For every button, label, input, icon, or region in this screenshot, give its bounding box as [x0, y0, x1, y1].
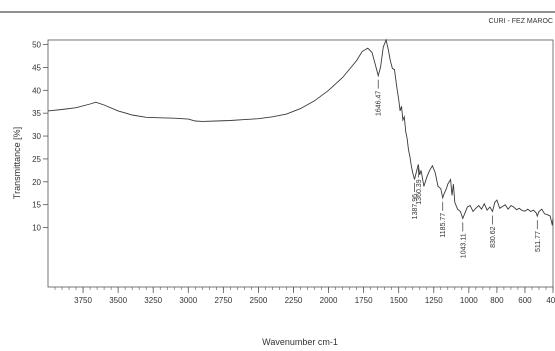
x-tick-label: 1750: [355, 296, 373, 305]
peak-label: 1043.11: [460, 233, 467, 258]
x-tick-label: 3000: [179, 296, 197, 305]
y-tick-label: 40: [32, 86, 41, 95]
y-tick-label: 50: [32, 41, 41, 50]
x-tick-label: 3500: [109, 296, 127, 305]
y-tick-label: 25: [32, 155, 41, 164]
peak-label: 1185.77: [440, 213, 447, 238]
peak-label: 1387.96: [412, 194, 419, 219]
y-tick-label: 45: [32, 63, 41, 72]
x-tick-label: 1250: [425, 296, 443, 305]
x-tick-label: 2250: [285, 296, 303, 305]
x-axis-ticks: 3750 3500 3250 3000 2750 2500 2250 2000 1750 1500…: [74, 287, 555, 305]
x-tick-label: 2000: [320, 296, 338, 305]
y-tick-label: 35: [32, 109, 41, 118]
x-tick-label: 2500: [250, 296, 268, 305]
x-axis-label: Wavenumber cm-1: [262, 337, 338, 347]
y-axis-ticks: 10 15 20 25 30 35 40 45 50: [32, 41, 48, 233]
x-tick-label: 3750: [74, 296, 92, 305]
y-tick-label: 30: [32, 132, 41, 141]
x-tick-label: 3250: [144, 296, 162, 305]
spectrum-line: [47, 38, 554, 226]
y-tick-label: 15: [32, 201, 41, 210]
y-tick-label: 20: [32, 178, 41, 187]
peak-label: 1646.47: [376, 91, 383, 116]
plot-frame: [47, 39, 554, 288]
header-label: CURI - FEZ MAROC: [488, 18, 553, 25]
y-tick-label: 10: [32, 224, 41, 233]
x-tick-label: 400: [546, 296, 555, 305]
peak-label: 511.77: [535, 231, 542, 252]
peak-label: 1360.39: [416, 179, 423, 204]
x-tick-label: 800: [490, 296, 504, 305]
peak-label: 830.62: [490, 226, 497, 248]
x-tick-label: 1500: [390, 296, 408, 305]
x-tick-label: 1000: [460, 296, 478, 305]
y-axis-label: Transmittance [%]: [12, 127, 22, 199]
x-tick-label: 600: [518, 296, 532, 305]
x-minor-ticks: [54, 287, 554, 290]
x-tick-label: 2750: [214, 296, 232, 305]
